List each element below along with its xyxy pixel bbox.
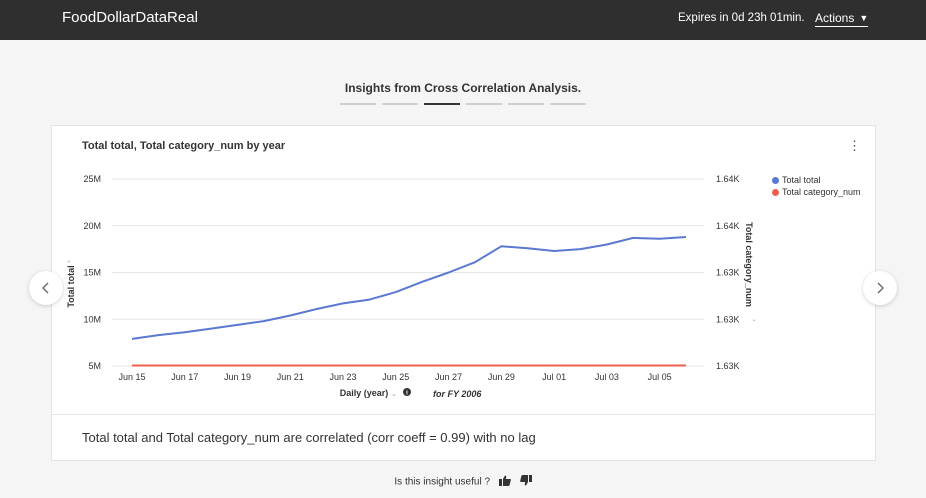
feedback-bar: Is this insight useful ? <box>0 475 926 489</box>
x-tick-label: Jun 29 <box>488 372 515 382</box>
top-bar: FoodDollarDataReal Expires in 0d 23h 01m… <box>0 0 926 40</box>
y2-tick-label: 1.63K <box>716 268 740 278</box>
x-tick-label: Jul 01 <box>542 372 566 382</box>
line-chart: 25M 1.64K 20M 1.64K 15M 1.63K 10M 1.63K 5M 1.63K J… <box>65 174 758 399</box>
x-tick-label: Jul 03 <box>595 372 619 382</box>
x-tick-label: Jun 19 <box>224 372 251 382</box>
x-tick-label: Jul 05 <box>648 372 672 382</box>
y2-axis-chevron-icon: › <box>750 319 758 322</box>
chart-title: Total total, Total category_num by year <box>82 140 286 152</box>
insight-pager <box>340 103 586 106</box>
chevron-left-icon <box>42 282 49 294</box>
y2-tick-label: 1.63K <box>716 361 740 371</box>
x-axis-chevron-icon: ⌄ <box>391 390 397 398</box>
info-icon <box>403 388 411 396</box>
x-axis-note: for FY 2006 <box>433 389 482 399</box>
y-tick-label: 5M <box>88 361 101 371</box>
x-tick-label: Jun 27 <box>435 372 462 382</box>
y2-tick-label: 1.64K <box>716 221 740 231</box>
thumbs-down-icon[interactable] <box>519 475 532 489</box>
pager-dot-4[interactable] <box>466 103 502 105</box>
insights-title: Insights from Cross Correlation Analysis… <box>344 81 582 95</box>
y-tick-label: 20M <box>83 221 101 231</box>
legend-label: Total total <box>782 175 821 185</box>
pager-dot-2[interactable] <box>382 103 418 105</box>
actions-menu-button[interactable]: Actions ▼ <box>815 11 869 27</box>
insight-card: Total total, Total category_num by year … <box>51 125 876 461</box>
x-tick-label: Jun 21 <box>277 372 304 382</box>
chart-legend: Total total Total category_num <box>772 174 861 198</box>
next-insight-button[interactable] <box>863 271 897 305</box>
insight-summary: Total total and Total category_num are c… <box>82 430 536 445</box>
y-tick-label: 15M <box>83 268 101 278</box>
legend-swatch-red <box>772 188 779 196</box>
pager-dot-3[interactable] <box>424 103 460 105</box>
x-axis-title: Daily (year) <box>340 388 389 398</box>
actions-label: Actions <box>815 11 855 25</box>
kebab-menu-icon[interactable]: ⋮ <box>848 138 861 153</box>
series-line-1 <box>131 236 687 340</box>
x-tick-label: Jun 25 <box>382 372 409 382</box>
legend-swatch-blue <box>772 176 779 184</box>
x-tick-label: Jun 15 <box>118 372 145 382</box>
feedback-question: Is this insight useful ? <box>394 476 491 488</box>
previous-insight-button[interactable] <box>29 271 63 305</box>
y2-tick-label: 1.64K <box>716 174 740 184</box>
pager-dot-6[interactable] <box>550 103 586 105</box>
pager-dot-1[interactable] <box>340 103 376 105</box>
y-axis-title: Total total <box>66 265 76 307</box>
y-axis-chevron-icon: › <box>65 260 73 263</box>
y-tick-label: 10M <box>83 314 101 324</box>
x-tick-label: Jun 17 <box>171 372 198 382</box>
expiry-countdown: Expires in 0d 23h 01min. <box>678 12 805 24</box>
legend-item-total-category-num[interactable]: Total category_num <box>772 186 861 198</box>
info-icon-glyph: i <box>406 391 408 397</box>
chevron-right-icon <box>877 282 884 294</box>
caret-down-icon: ▼ <box>859 13 869 23</box>
app-title: FoodDollarDataReal <box>62 9 198 26</box>
y2-tick-label: 1.63K <box>716 314 740 324</box>
legend-item-total-total[interactable]: Total total <box>772 174 861 186</box>
y-tick-label: 25M <box>83 174 101 184</box>
card-divider <box>52 414 875 415</box>
legend-label: Total category_num <box>782 187 861 197</box>
x-tick-label: Jun 23 <box>330 372 357 382</box>
y2-axis-title: Total category_num <box>744 222 754 307</box>
pager-dot-5[interactable] <box>508 103 544 105</box>
thumbs-up-icon[interactable] <box>498 475 511 489</box>
